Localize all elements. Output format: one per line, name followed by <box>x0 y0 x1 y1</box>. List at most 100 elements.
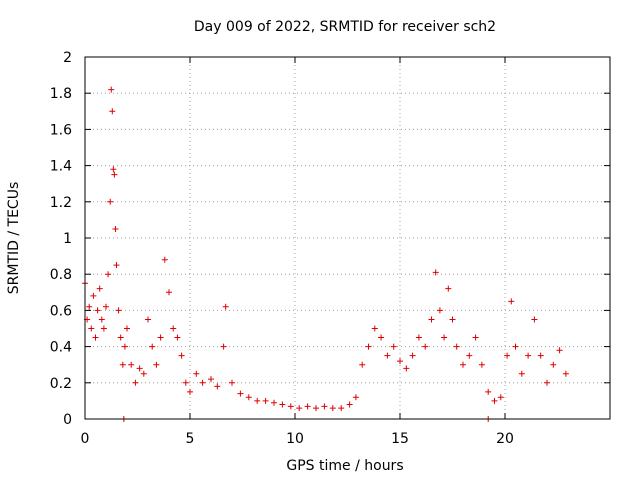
axis-ticks: 00.20.40.60.811.21.41.61.820 5 10 15 20 <box>50 50 610 447</box>
data-point <box>100 325 107 332</box>
data-point <box>422 343 429 350</box>
data-point <box>397 358 403 365</box>
data-point <box>304 403 311 410</box>
data-point <box>115 307 122 314</box>
x-tick-label: 15 <box>391 431 409 447</box>
data-point <box>187 388 193 395</box>
data-point <box>117 334 124 341</box>
data-point <box>415 334 422 341</box>
y-tick-label: 0.4 <box>50 340 72 356</box>
data-point <box>271 399 277 406</box>
data-point <box>409 352 416 359</box>
y-tick-label: 2 <box>63 50 72 66</box>
y-axis-label: SRMTID / TECUs <box>6 182 22 295</box>
data-point <box>390 343 397 350</box>
y-tick-label: 0.6 <box>50 303 72 319</box>
data-point <box>119 361 126 368</box>
data-point <box>525 352 532 359</box>
data-point <box>96 285 103 292</box>
data-point <box>245 394 252 401</box>
data-point <box>157 334 164 341</box>
data-point <box>86 303 93 310</box>
data-point <box>432 269 439 276</box>
data-point <box>466 352 473 359</box>
data-point <box>403 365 410 372</box>
y-tick-label: 0.8 <box>50 267 72 283</box>
data-point <box>199 379 206 386</box>
data-point <box>346 401 353 408</box>
data-point <box>321 403 328 410</box>
data-point <box>174 334 181 341</box>
data-point <box>279 401 286 408</box>
data-point <box>94 307 101 314</box>
data-point <box>170 325 177 332</box>
data-point <box>550 361 557 368</box>
data-point <box>229 379 235 386</box>
y-tick-label: 0.2 <box>50 376 72 392</box>
data-point <box>140 370 147 377</box>
x-tick-label: 20 <box>496 431 514 447</box>
data-point <box>88 325 95 332</box>
data-point <box>214 383 221 390</box>
data-point <box>472 334 479 341</box>
y-tick-label: 1.2 <box>50 195 72 211</box>
data-point <box>112 225 119 232</box>
data-point <box>254 397 261 404</box>
data-point <box>113 262 120 269</box>
y-tick-label: 0 <box>63 412 72 428</box>
data-point <box>365 343 372 350</box>
data-point <box>352 394 359 401</box>
data-point <box>512 343 519 350</box>
data-point <box>338 405 345 412</box>
data-point <box>371 325 378 332</box>
data-point <box>436 307 443 314</box>
data-point <box>132 379 139 386</box>
data-point <box>497 394 504 401</box>
data-point <box>111 171 118 178</box>
data-point <box>153 361 160 368</box>
data-point <box>537 352 544 359</box>
data-point <box>178 352 185 359</box>
data-point <box>107 198 114 205</box>
y-tick-label: 1.6 <box>50 122 72 138</box>
y-tick-label: 1.4 <box>50 159 72 175</box>
data-point <box>220 343 227 350</box>
data-point <box>329 405 336 412</box>
data-point <box>222 303 229 310</box>
data-point <box>108 86 115 93</box>
data-point <box>449 316 456 323</box>
x-tick-label: 5 <box>186 431 195 447</box>
data-point <box>485 388 492 395</box>
data-point <box>145 316 151 323</box>
data-point <box>110 166 117 173</box>
data-point <box>124 325 130 332</box>
data-point <box>296 405 303 412</box>
grid-lines <box>85 57 610 419</box>
data-point <box>556 347 563 354</box>
data-point <box>441 334 448 341</box>
data-point <box>445 285 452 292</box>
data-point <box>193 370 200 377</box>
x-tick-label: 10 <box>286 431 304 447</box>
data-point <box>103 303 109 310</box>
y-tick-label: 1.8 <box>50 86 72 102</box>
data-point <box>90 292 97 299</box>
data-point <box>460 361 466 368</box>
data-point <box>287 403 294 410</box>
data-point <box>478 361 485 368</box>
data-point <box>508 298 515 305</box>
data-point <box>428 316 435 323</box>
y-tick-label: 1 <box>63 231 72 247</box>
data-point <box>562 370 569 377</box>
data-point <box>518 370 525 377</box>
data-point <box>121 343 128 350</box>
data-point <box>504 352 511 359</box>
data-point <box>109 108 116 115</box>
data-point <box>182 379 189 386</box>
data-point <box>237 390 244 397</box>
data-point <box>262 397 269 404</box>
data-point <box>161 256 168 263</box>
data-point <box>531 316 538 323</box>
